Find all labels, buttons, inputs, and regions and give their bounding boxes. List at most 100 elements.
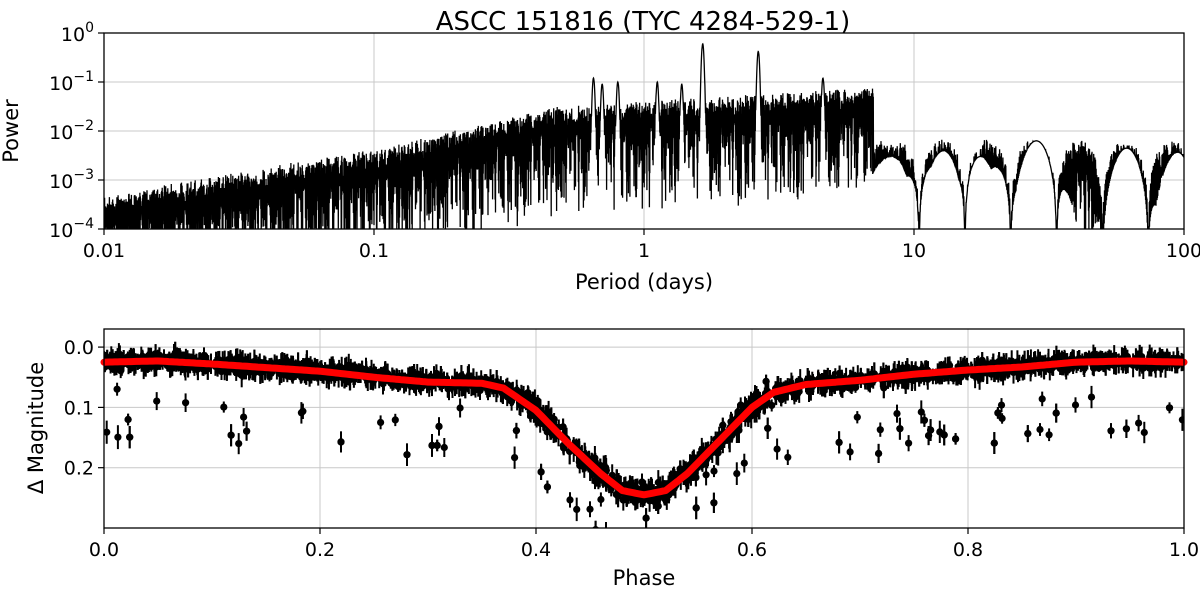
lightcurve-data-point	[573, 505, 581, 513]
lightcurve-data-point	[692, 473, 700, 481]
lightcurve-data-point	[639, 497, 647, 505]
lightcurve-data-point	[876, 426, 884, 434]
lightcurve-data-point	[527, 412, 535, 420]
lightcurve-data-point	[602, 528, 609, 535]
lightcurve-data-point	[1071, 401, 1080, 409]
periodogram-x-tick-label: 0.01	[83, 240, 125, 262]
periodogram-x-tick-label: 100	[1166, 240, 1200, 262]
lightcurve-data-point	[689, 454, 697, 462]
lightcurve-data-point	[893, 410, 901, 418]
lightcurve-data-point	[435, 422, 443, 430]
lightcurve-data-point	[646, 483, 654, 491]
lightcurve-x-tick-label: 0.8	[953, 539, 983, 561]
lightcurve-data-point	[104, 428, 111, 436]
lightcurve-frame	[103, 328, 1185, 529]
periodogram-y-label: Power	[0, 99, 23, 163]
lightcurve-data-point	[240, 413, 248, 421]
lightcurve-data-point	[773, 445, 781, 453]
lightcurve-data-point	[153, 397, 161, 405]
lightcurve-data-point	[1135, 419, 1143, 427]
lightcurve-data-point	[853, 413, 861, 421]
lightcurve-data-point	[126, 433, 134, 441]
periodogram-x-label: Period (days)	[575, 270, 713, 294]
periodogram-y-tick-label: 100	[61, 20, 94, 46]
lightcurve-data-point	[586, 505, 594, 513]
lightcurve-data-point	[220, 403, 228, 411]
lightcurve-data-point	[1122, 425, 1130, 433]
lightcurve-data-point	[602, 528, 609, 535]
lightcurve-data-point	[917, 408, 925, 416]
lightcurve-x-label: Phase	[613, 566, 676, 589]
lightcurve-data-point	[997, 401, 1006, 409]
lightcurve-y-tick-label: 0.2	[64, 458, 94, 480]
periodogram-y-tick-label: 10−2	[49, 118, 94, 144]
lightcurve-data-point	[243, 427, 251, 435]
lightcurve-data-point	[905, 439, 913, 447]
lightcurve-data-point	[348, 364, 356, 372]
lightcurve-data-point	[920, 416, 929, 424]
lightcurve-data-point	[846, 448, 854, 456]
lightcurve-data-point	[642, 514, 650, 522]
lightcurve-data-point	[358, 365, 366, 373]
lightcurve-data-point	[994, 409, 1002, 417]
lightcurve-data-point	[1052, 409, 1060, 417]
lightcurve-data-point	[880, 384, 888, 392]
lightcurve-data-point	[428, 441, 436, 449]
lightcurve-data-point	[978, 356, 986, 364]
lightcurve-data-point	[227, 431, 235, 439]
lightcurve-data-point	[1087, 393, 1096, 401]
lightcurve-data-point	[408, 371, 416, 379]
periodogram-x-tick-label: 10	[902, 240, 926, 262]
periodogram-panel: 0.01 0.1 1 10 100 100 10−1 10−2 10−3 10−4 Period…	[0, 20, 1200, 294]
lightcurve-data-point	[337, 438, 345, 446]
lightcurve-y-tick-label: 0.1	[64, 397, 94, 419]
lightcurve-data-point	[124, 415, 132, 424]
lightcurve-data-point	[990, 439, 998, 447]
lightcurve-data-point	[792, 393, 800, 401]
lightcurve-data-point	[1178, 416, 1184, 424]
periodogram-x-tick-label: 0.1	[359, 240, 389, 262]
lightcurve-data-point	[335, 363, 343, 371]
lightcurve-data-point	[1045, 431, 1053, 439]
periodogram-y-tick-label: 10−3	[49, 167, 94, 193]
lightcurve-data-point	[510, 454, 519, 462]
lightcurve-data-point	[184, 365, 192, 373]
periodogram-x-tick-label: 1	[638, 240, 650, 262]
lightcurve-data-point	[566, 496, 574, 504]
lightcurve-data-point	[768, 401, 776, 409]
lightcurve-data-point	[1096, 352, 1105, 360]
lightcurve-data-point	[1157, 364, 1165, 372]
lightcurve-data-point	[740, 459, 748, 467]
lightcurve-data-point	[851, 383, 860, 391]
lightcurve-data-point	[652, 494, 660, 503]
lightcurve-data-point	[733, 470, 741, 478]
lightcurve-data-point	[113, 385, 121, 393]
lightcurve-data-point	[927, 426, 935, 434]
lightcurve-x-tick-label: 1.0	[1169, 539, 1199, 561]
lightcurve-data-point	[1107, 427, 1115, 435]
lightcurve-data-point	[1036, 425, 1044, 434]
lightcurve-data-point	[875, 449, 883, 458]
lightcurve-data-point	[294, 360, 302, 368]
chart-title: ASCC 151816 (TYC 4284-529-1)	[436, 7, 851, 37]
lightcurve-data-point	[1140, 428, 1148, 437]
lightcurve-data-point	[592, 526, 599, 528]
lightcurve-data-point	[638, 478, 646, 486]
periodogram-y-tick-label: 10−1	[49, 69, 94, 95]
lightcurve-data-point	[710, 499, 718, 507]
lightcurve-data-point	[278, 358, 286, 367]
lightcurve-data-point	[1024, 430, 1032, 438]
lightcurve-data-point	[377, 418, 385, 426]
lightcurve-data-point	[692, 504, 700, 512]
lightcurve-data-point	[784, 453, 792, 461]
periodogram-y-tick-label: 10−4	[49, 216, 94, 242]
lightcurve-panel: 0.0 0.2 0.4 0.6 0.8 1.0 0.0 0.1 0.2 Phase Δ Mag…	[24, 328, 1199, 589]
periodogram-power-line	[104, 42, 1184, 229]
lightcurve-data-point	[710, 467, 718, 475]
lightcurve-data-point	[543, 483, 552, 491]
lightcurve-data-point	[896, 425, 904, 433]
lightcurve-data-point	[1156, 351, 1164, 359]
lightcurve-x-tick-label: 0.0	[89, 539, 119, 561]
lightcurve-data-point	[289, 373, 297, 381]
